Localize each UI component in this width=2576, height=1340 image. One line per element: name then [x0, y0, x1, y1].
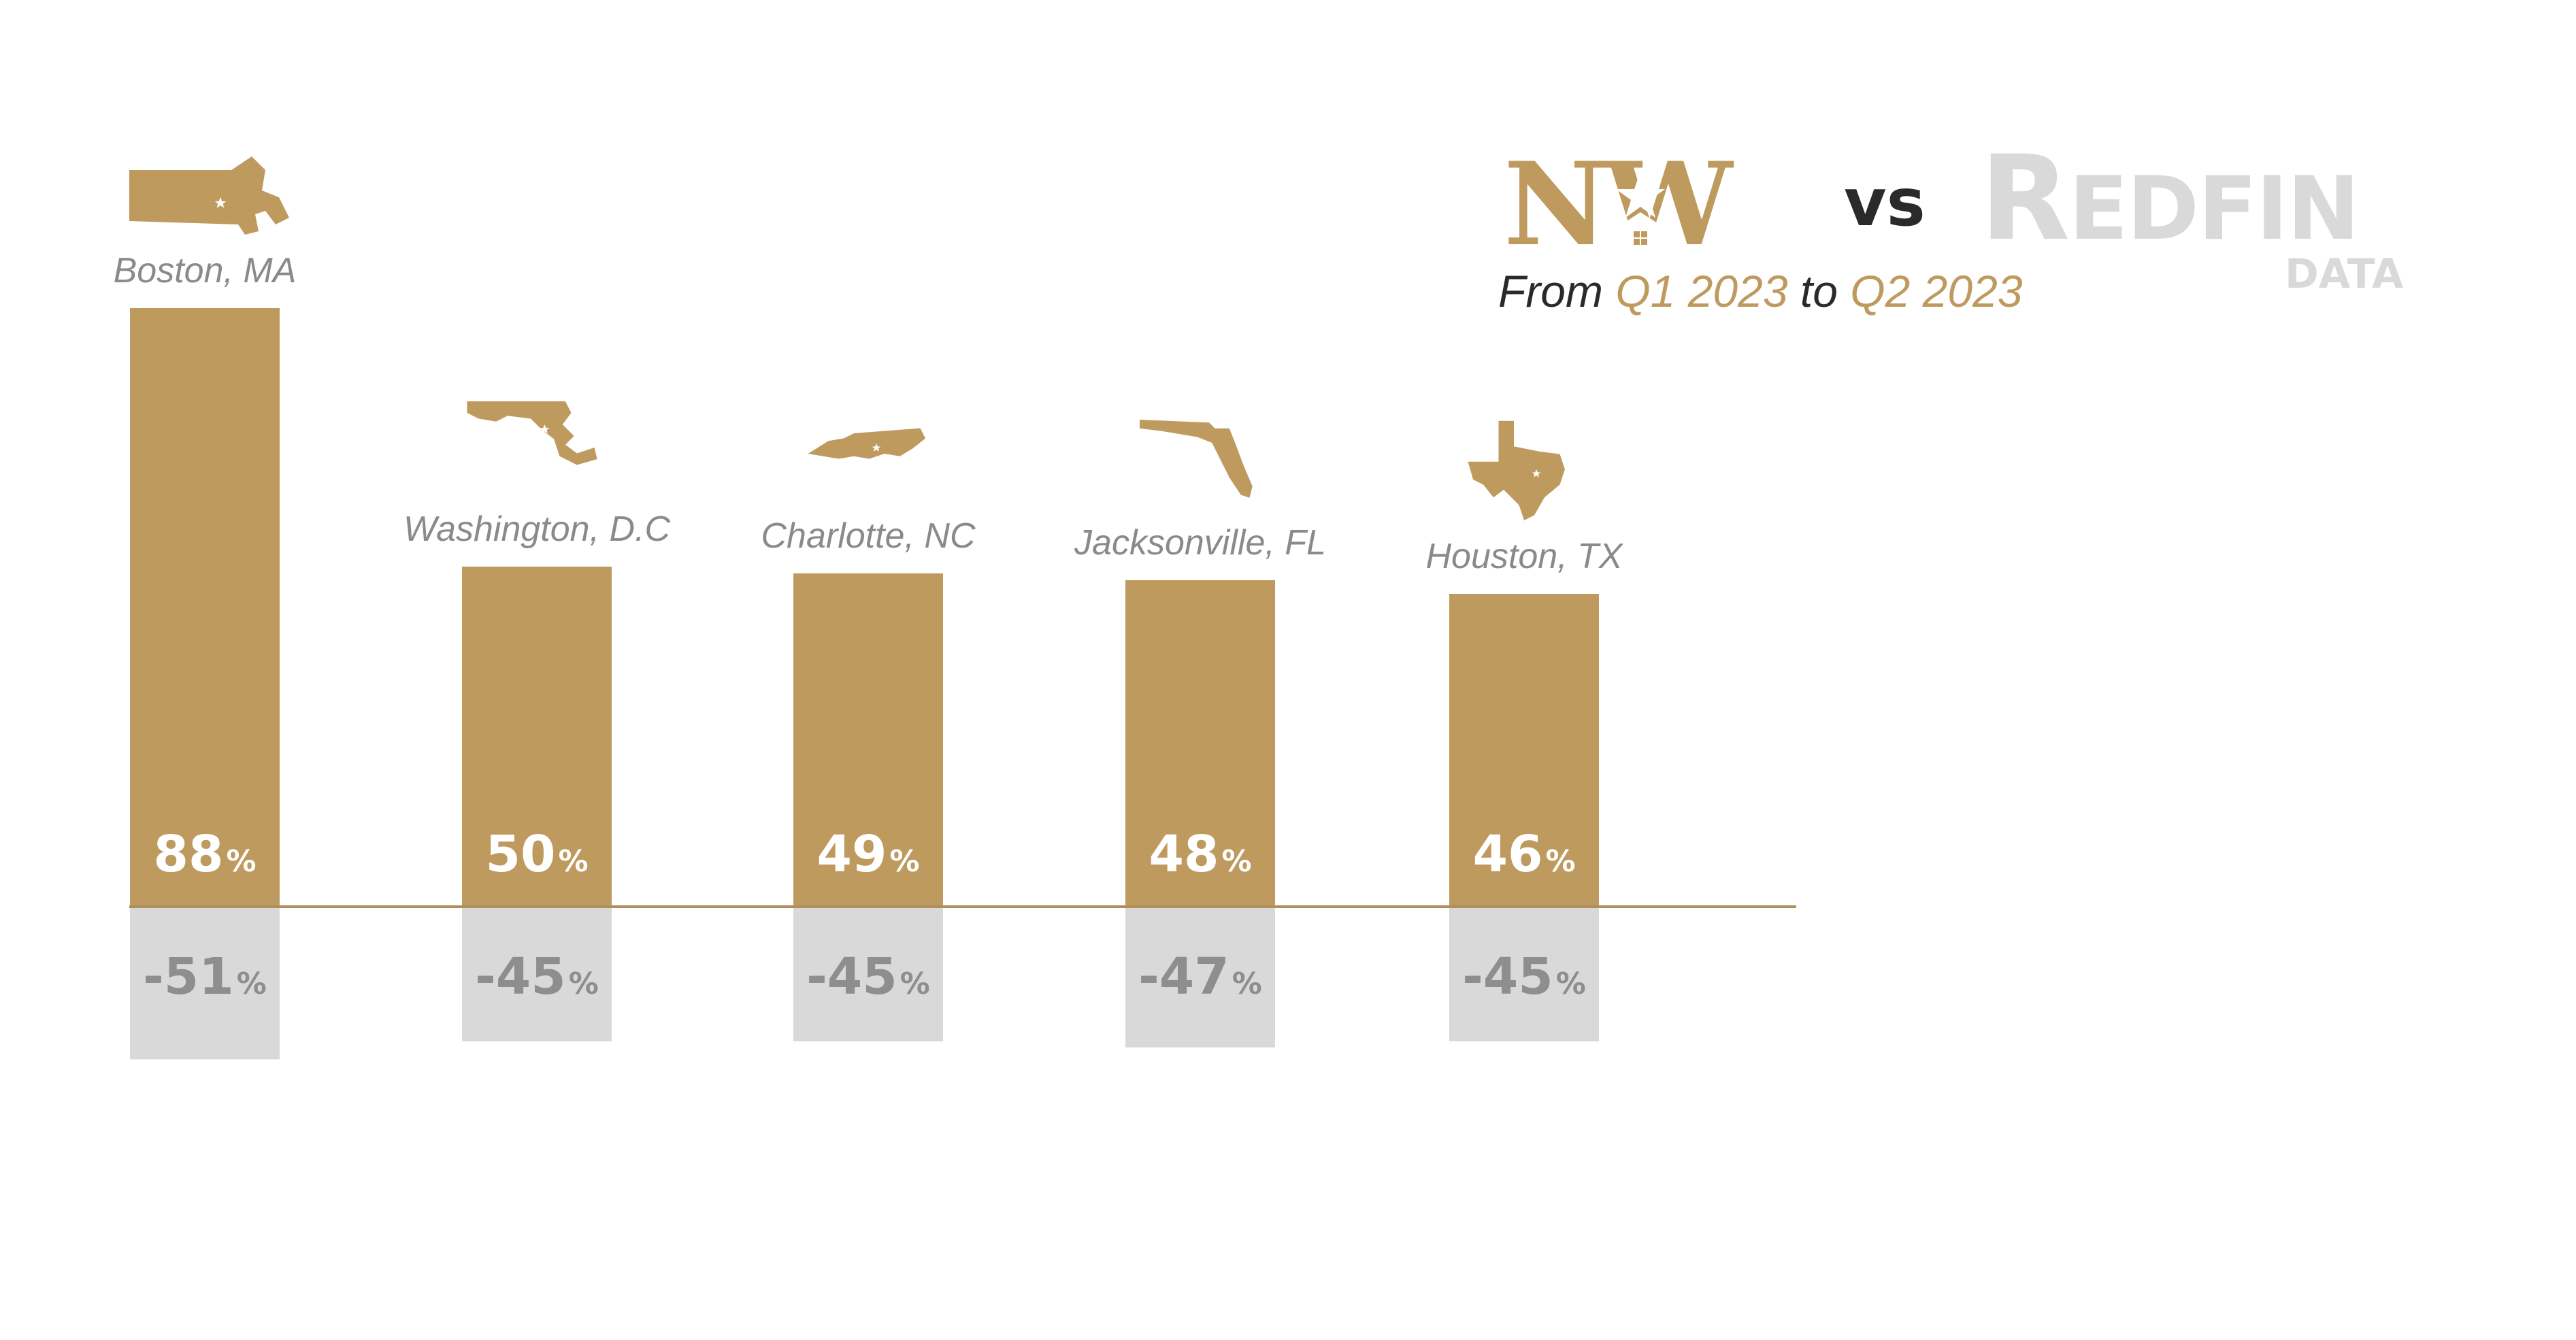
- city-label: Jacksonville, FL: [1074, 523, 1326, 563]
- positive-value-label: 50%: [485, 825, 588, 884]
- negative-bar: [1125, 907, 1275, 1048]
- negative-value-label: -45%: [806, 948, 930, 1006]
- redfin-logo-rest: EDFIN: [2068, 158, 2360, 260]
- city-labels: Boston, MA Washington, D.C Charlotte, NC Ja…: [114, 251, 1624, 576]
- negative-bar: [130, 907, 280, 1060]
- negative-value-label: -45%: [475, 948, 599, 1006]
- positive-bar: [462, 567, 612, 907]
- city-label: Boston, MA: [114, 251, 297, 290]
- positive-value-label: 46%: [1472, 825, 1575, 884]
- house-star-icon: [1616, 171, 1665, 250]
- period-from: Q1 2023: [1615, 266, 1788, 316]
- positive-bar: [1449, 594, 1599, 907]
- positive-bar: [130, 308, 280, 907]
- negative-value-label: -51%: [143, 948, 267, 1006]
- negative-value-label: -47%: [1138, 948, 1262, 1006]
- header-brand: NW vs REDFIN DATA From Q1 2023 to Q2 202…: [1498, 131, 2443, 340]
- north-carolina-icon: [808, 428, 925, 459]
- state-icons: [129, 156, 1565, 520]
- redfin-data-label: DATA: [2285, 250, 2404, 298]
- massachusetts-icon: [129, 156, 289, 235]
- negative-bar: [462, 907, 612, 1041]
- period-subtitle: From Q1 2023 to Q2 2023: [1498, 265, 2023, 317]
- positive-value-label: 88%: [153, 825, 256, 884]
- positive-bars: [130, 308, 1599, 907]
- vs-label: vs: [1844, 165, 1926, 241]
- positive-bar: [793, 573, 943, 907]
- city-label: Washington, D.C: [403, 509, 671, 549]
- maryland-icon: [467, 401, 597, 465]
- texas-icon: [1468, 420, 1565, 520]
- period-from-word: From: [1498, 266, 1603, 316]
- positive-value-label: 49%: [816, 825, 919, 884]
- redfin-logo: REDFIN: [1980, 130, 2360, 278]
- negative-bars: [130, 907, 1599, 1060]
- positive-bar: [1125, 580, 1275, 907]
- negative-value-label: -45%: [1462, 948, 1586, 1006]
- city-label: Charlotte, NC: [761, 516, 976, 556]
- value-labels: 88% -51% 50% -45% 49% -45% 48% -47% 46% -45%: [143, 825, 1586, 1006]
- negative-bar: [1449, 907, 1599, 1041]
- period-to: Q2 2023: [1850, 266, 2023, 316]
- negative-bar: [793, 907, 943, 1041]
- positive-value-label: 48%: [1149, 825, 1251, 884]
- city-label: Houston, TX: [1425, 537, 1623, 576]
- period-to-word: to: [1800, 266, 1838, 316]
- redfin-logo-initial: R: [1980, 130, 2070, 267]
- florida-icon: [1140, 420, 1253, 498]
